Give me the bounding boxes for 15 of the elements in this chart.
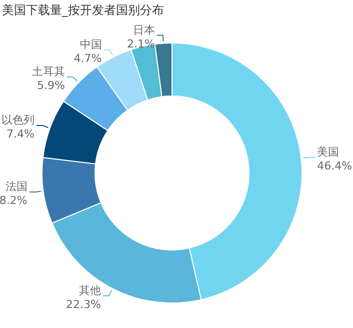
data-label: 2.1%: [126, 37, 155, 50]
data-label: 8.2%: [0, 194, 28, 208]
data-label: 7.4%: [6, 127, 34, 140]
slice-label: 其他: [78, 284, 101, 297]
slice-label: 土耳其: [32, 64, 65, 78]
slice-label: 法国: [5, 180, 28, 194]
data-label: 22.3%: [66, 298, 101, 311]
data-label: 5.9%: [36, 78, 65, 92]
chart-title: 美国下载量_按开发者国别分布: [2, 3, 164, 17]
data-label: 46.4%: [317, 159, 352, 172]
slice-label: 美国: [317, 145, 340, 158]
data-label: 4.7%: [74, 52, 102, 65]
slice-label: 中国: [80, 38, 102, 51]
slice-label: 日本: [132, 23, 155, 36]
slice-label: 以色列: [1, 113, 34, 126]
